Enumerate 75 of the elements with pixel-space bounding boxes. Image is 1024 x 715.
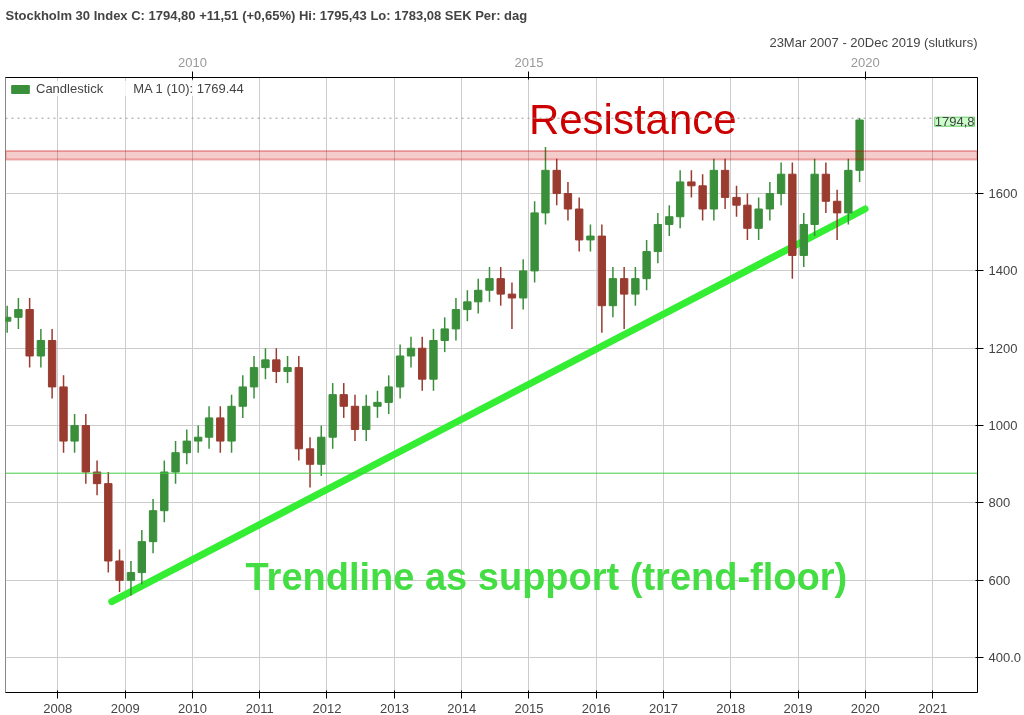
- candlestick: [92, 459, 102, 496]
- candlestick: [373, 390, 382, 419]
- candlestick: [832, 188, 842, 241]
- x-tick-label: 2014: [447, 700, 477, 715]
- candlestick: [563, 181, 573, 222]
- candlestick: [765, 181, 775, 222]
- candlestick: [496, 266, 505, 307]
- candlestick: [631, 266, 640, 307]
- annotation: Trendline as support (trend-floor): [245, 555, 848, 598]
- x-tick-label: 2018: [716, 700, 746, 715]
- x-tick-label: 2011: [245, 700, 274, 715]
- candlestick: [698, 173, 707, 222]
- y-tick-label: 1200: [988, 340, 1018, 356]
- candlestick: [507, 281, 517, 330]
- x-tick-label: 2012: [312, 700, 342, 715]
- candlestick: [362, 393, 371, 442]
- y-tick-label: 1600: [988, 186, 1018, 202]
- candlestick: [70, 413, 79, 454]
- x2-tick-label: 2015: [514, 54, 544, 70]
- x-tick-label: 2013: [379, 700, 409, 715]
- candlestick: [238, 374, 247, 419]
- candlestick: [36, 328, 46, 369]
- candlestick: [261, 347, 270, 380]
- candlestick: [440, 316, 449, 353]
- x-tick-label: 2016: [581, 700, 611, 715]
- band-label: Resistance: [528, 95, 737, 143]
- candlestick: [350, 393, 360, 442]
- candlestick: [171, 440, 180, 485]
- x-tick-label: 2021: [918, 700, 948, 715]
- y-tick-label: 1400: [988, 263, 1018, 279]
- candlestick: [732, 185, 741, 218]
- candlestick: [339, 382, 348, 419]
- x2-tick-label: 2020: [850, 54, 880, 70]
- candlestick: [406, 335, 416, 369]
- y-tick-label: 1000: [988, 418, 1018, 434]
- candlestick: [115, 548, 124, 593]
- ref-line-label: 1794,8: [934, 114, 975, 130]
- chart-title: Stockholm 30 Index C: 1794,80 +11,51 (+0,65%) Hi: 1795,43 Lo: 1783,08 SEK Per: dag: [5, 7, 528, 23]
- candlestick: [14, 297, 23, 330]
- y-tick-label: 400.0: [988, 650, 1022, 666]
- candlestick: [451, 297, 461, 342]
- candlestick: [194, 424, 203, 454]
- candlestick: [665, 204, 674, 237]
- candlestick: [204, 405, 214, 450]
- candlestick: [776, 161, 786, 206]
- candlestick: [272, 347, 281, 384]
- x-tick-label: 2015: [514, 700, 544, 715]
- candlestick: [552, 157, 561, 206]
- candlestick: [384, 374, 393, 415]
- candlestick: [463, 289, 472, 322]
- x2-tick-label: 2010: [178, 54, 207, 70]
- candlestick: [619, 266, 629, 330]
- x-tick-label: 2009: [110, 700, 140, 715]
- candlestick: [687, 169, 696, 199]
- candlestick: [474, 277, 483, 315]
- x-tick-label: 2008: [43, 700, 73, 715]
- y-tick-label: 800: [988, 495, 1011, 511]
- candlestick: [216, 405, 225, 454]
- candlestick: [754, 196, 763, 241]
- candlestick: [586, 223, 595, 253]
- y-tick-label: 600: [988, 572, 1011, 588]
- x-tick-label: 2019: [783, 700, 813, 715]
- candlestick: [126, 560, 136, 597]
- x-tick-label: 2017: [649, 700, 679, 715]
- x-tick-label: 2020: [850, 700, 880, 715]
- candlestick: [283, 355, 292, 384]
- candlestick: [485, 266, 494, 303]
- annotation: MA 1 (10): 1769.44: [133, 81, 244, 96]
- candlestick: [249, 355, 259, 400]
- candlestick: [182, 428, 191, 466]
- legend-label: Candlestick: [36, 81, 104, 96]
- chart-subtitle: 23Mar 2007 - 20Dec 2019 (slutkurs): [769, 34, 978, 50]
- x-tick-label: 2010: [178, 700, 207, 715]
- candlestick: [305, 436, 315, 489]
- candlestick: [743, 192, 752, 241]
